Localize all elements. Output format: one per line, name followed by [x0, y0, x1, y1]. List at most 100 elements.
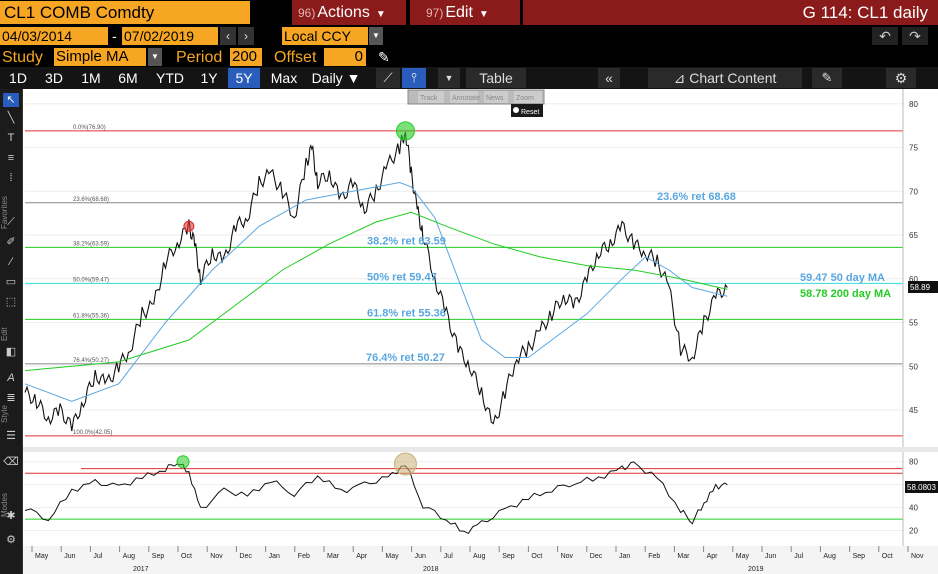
start-date-field[interactable]: 04/03/2014 [0, 27, 108, 45]
popup-zoom-button[interactable] [514, 91, 542, 103]
reset-icon [513, 107, 519, 113]
currency-select[interactable]: Local CCY [282, 27, 368, 45]
shape-tool-icon[interactable]: ▭ [5, 276, 17, 288]
month-label: Feb [298, 553, 310, 560]
end-date-field[interactable]: 07/02/2019 [122, 27, 218, 45]
period-5y-button[interactable]: 5Y [228, 68, 260, 88]
period-3d-button[interactable]: 3D [45, 70, 63, 86]
price-markers [183, 121, 415, 232]
chart-popup-toolbar: Track Annotate News Zoom Reset [407, 89, 545, 117]
fib-small-label: 50.0%(59.47) [73, 277, 109, 283]
table-button[interactable]: Table [466, 68, 526, 88]
chart-title: G 114: CL1 daily [523, 0, 938, 25]
price-tick-label: 50 [909, 362, 918, 371]
fib-tool-icon[interactable]: ≡ [7, 152, 15, 164]
month-label: Jun [765, 553, 776, 560]
month-label: Jun [64, 553, 75, 560]
year-label: 2018 [423, 566, 439, 573]
popup-reset-button[interactable] [511, 104, 543, 117]
settings-small-icon[interactable]: ⚙ [6, 534, 16, 546]
rsi-markers [176, 452, 417, 476]
rsi-last-value: 58.0803 [907, 483, 936, 492]
popup-annotate-button[interactable] [450, 91, 478, 103]
popup-track-label: Track [420, 95, 438, 102]
chart-type-dropdown-icon[interactable]: ▼ [438, 68, 460, 88]
popup-track-button[interactable] [418, 91, 444, 103]
line-chart-icon[interactable]: ⟋ [376, 68, 400, 88]
redo-icon[interactable]: ↷ [902, 27, 928, 45]
settings-gear-icon[interactable]: ⚙ [886, 68, 916, 88]
fib-small-label: 76.4%(50.27) [73, 358, 109, 364]
pencil-icon[interactable]: ✎ [378, 49, 390, 65]
bar-chart-icon[interactable]: ⫯ [402, 68, 426, 88]
year-label: 2017 [133, 566, 149, 573]
month-label: Dec [590, 553, 603, 560]
ma200-label: 58.78 200 day MA [800, 288, 891, 300]
edit-menu-button[interactable]: 97) Edit ▼ [410, 0, 520, 25]
date-back-button[interactable]: ‹ [220, 27, 236, 45]
period-field[interactable]: 200 [230, 48, 262, 66]
marker-tool-icon[interactable]: ⬚ [5, 296, 17, 308]
period-1y-button[interactable]: 1Y [200, 70, 218, 86]
annotation-edit-icon[interactable]: ✎ [812, 68, 842, 88]
popup-news-button[interactable] [484, 91, 508, 103]
study-dropdown-icon[interactable]: ▼ [148, 48, 162, 66]
collapse-left-icon[interactable]: « [598, 68, 620, 88]
price-tick-label: 55 [909, 319, 918, 328]
period-1d-button[interactable]: 1D [9, 70, 27, 86]
draw-tool-icon[interactable]: ✐ [6, 236, 16, 248]
period-1m-button[interactable]: 1M [81, 70, 101, 86]
rsi-last-badge [905, 481, 938, 493]
month-label: May [736, 553, 750, 560]
rsi-tick-label: 40 [909, 504, 918, 513]
period-ytd-button[interactable]: YTD [156, 70, 184, 86]
pointer-icon[interactable]: ↖ [3, 93, 19, 107]
mode-tool-icon[interactable]: ✱ [6, 510, 16, 522]
panel-divider [23, 447, 938, 452]
text-tool-icon[interactable]: T [7, 132, 15, 144]
left-drawing-toolbar: ↖ ╲ T ≡ ⁞ Favorites ⟋ ✐ ∕ ▭ ⬚ Edit ◧ A ≣… [0, 89, 23, 574]
erase-tool-icon[interactable]: ⌫ [3, 456, 19, 468]
offset-field[interactable]: 0 [324, 48, 366, 66]
time-axis: May Jun Jul Aug Sep Oct Nov Dec Jan Feb Mar Apr May J… [31, 546, 924, 573]
undo-icon[interactable]: ↶ [872, 27, 898, 45]
channel-tool-icon[interactable]: ⁞ [9, 172, 13, 184]
month-label: Sep [853, 553, 866, 560]
fib-small-label: 23.6%(68.68) [73, 197, 109, 203]
price-tick-label: 65 [909, 231, 918, 240]
actions-menu-label: Actions [317, 4, 370, 21]
month-label: Aug [123, 553, 136, 560]
period-6m-button[interactable]: 6M [118, 70, 138, 86]
edit-menu-number: 97) [426, 6, 444, 20]
frequency-select[interactable]: Daily ▼ [311, 70, 361, 86]
price-tick-label: 60 [909, 275, 918, 284]
study-select[interactable]: Simple MA [54, 48, 146, 66]
chart-content-button[interactable]: ⊿ Chart Content [648, 68, 802, 88]
font-tool-icon[interactable]: A [7, 372, 15, 384]
month-label: Nov [561, 553, 574, 560]
date-separator: - [112, 28, 117, 44]
period-max-button[interactable]: Max [270, 70, 298, 86]
actions-menu-button[interactable]: 96) Actions ▼ [292, 0, 406, 25]
last-price-value: 58.89 [910, 283, 931, 292]
date-forward-button[interactable]: › [238, 27, 254, 45]
color-tool-icon[interactable]: ◧ [5, 346, 17, 358]
ticker-field[interactable]: CL1 COMB Comdty [0, 1, 250, 24]
price-chart[interactable]: 80 75 70 65 60 55 50 45 0.0%(76.90) 23.6%(68.68)… [23, 89, 938, 574]
price-grid [25, 103, 903, 411]
line-style-icon[interactable]: ☰ [6, 430, 16, 442]
ma200-line [24, 211, 728, 372]
price-tick-label: 45 [909, 406, 918, 415]
rsi-lines [24, 461, 903, 535]
edit-label: Edit [0, 327, 9, 341]
trend-tool-icon[interactable]: ⟋ [7, 216, 15, 228]
brush-tool-icon[interactable]: ∕ [10, 256, 12, 268]
currency-dropdown-icon[interactable]: ▼ [369, 27, 383, 45]
actions-dropdown-icon: ▼ [375, 9, 386, 20]
popup-annotate-label: Annotate [452, 95, 480, 102]
line-width-icon[interactable]: ≣ [6, 392, 16, 404]
style-label: Style [0, 405, 9, 423]
chart-background [23, 89, 938, 574]
fib-labels: 0.0%(76.90) 23.6%(68.68) 23.6% ret 68.68 38… [73, 125, 736, 436]
line-tool-icon[interactable]: ╲ [7, 112, 15, 124]
